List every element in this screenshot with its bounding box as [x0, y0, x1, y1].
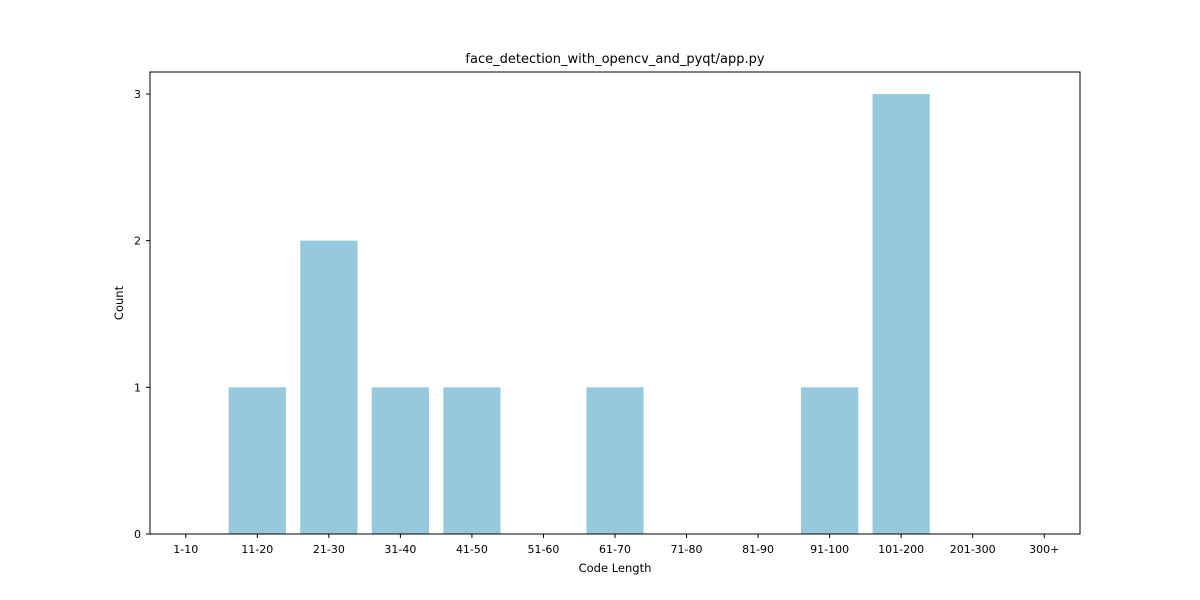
x-tick-label: 91-100	[810, 543, 849, 556]
bar-91-100	[801, 387, 859, 534]
x-axis: 1-10 11-20 21-30 31-40 41-50 51-60 61-70 71-80 8…	[173, 534, 1059, 556]
y-tick-label: 2	[134, 235, 141, 248]
x-tick-label: 201-300	[950, 543, 996, 556]
x-tick-label: 300+	[1029, 543, 1059, 556]
bar-41-50	[443, 387, 501, 534]
x-tick-label: 101-200	[878, 543, 924, 556]
bar-61-70	[586, 387, 644, 534]
x-tick-label: 51-60	[527, 543, 559, 556]
y-axis: 0 1 2 3	[134, 88, 150, 541]
x-axis-label: Code Length	[579, 561, 652, 575]
y-tick-label: 1	[134, 381, 141, 394]
bars-group	[228, 94, 930, 535]
x-tick-label: 1-10	[173, 543, 198, 556]
x-tick-label: 61-70	[599, 543, 631, 556]
bar-21-30	[300, 240, 358, 535]
y-tick-label: 3	[134, 88, 141, 101]
x-tick-label: 31-40	[384, 543, 416, 556]
y-axis-label: Count	[112, 285, 126, 320]
chart-title: face_detection_with_opencv_and_pyqt/app.…	[465, 52, 764, 67]
bar-101-200	[872, 94, 930, 534]
x-tick-label: 11-20	[241, 543, 273, 556]
bar-11-20	[228, 387, 286, 534]
x-tick-label: 21-30	[313, 543, 345, 556]
x-tick-label: 71-80	[671, 543, 703, 556]
bar-31-40	[371, 387, 429, 534]
x-tick-label: 41-50	[456, 543, 488, 556]
x-tick-label: 81-90	[742, 543, 774, 556]
y-tick-label: 0	[134, 528, 141, 541]
